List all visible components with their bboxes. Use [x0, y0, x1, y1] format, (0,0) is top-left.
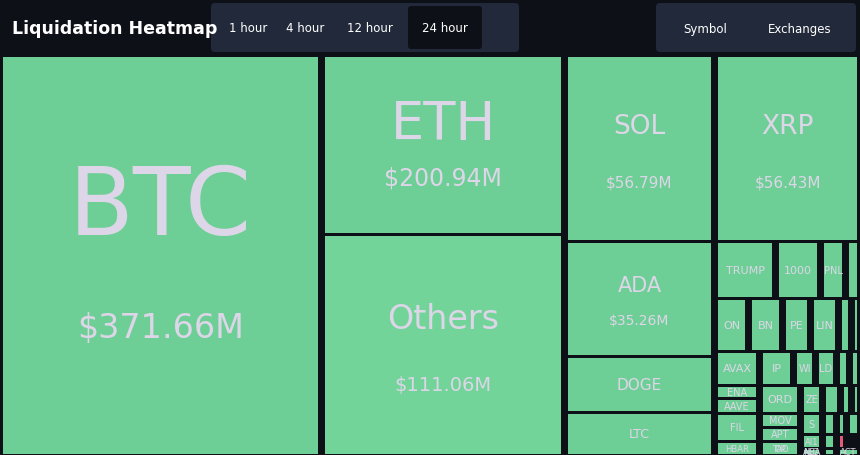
Text: SOL: SOL: [613, 114, 666, 140]
Bar: [717, 301, 746, 350]
Bar: [763, 429, 797, 440]
Text: HBAR: HBAR: [725, 444, 749, 453]
Bar: [324, 58, 562, 233]
Bar: [849, 244, 857, 297]
Bar: [850, 415, 857, 433]
Text: BN: BN: [758, 320, 773, 330]
Bar: [826, 415, 833, 433]
Text: $35.26M: $35.26M: [610, 313, 670, 327]
Bar: [717, 354, 757, 384]
Bar: [819, 354, 833, 384]
Bar: [717, 400, 757, 412]
Bar: [839, 415, 844, 433]
Text: FIL: FIL: [730, 423, 744, 433]
Text: Exchanges: Exchanges: [768, 22, 832, 35]
Bar: [803, 450, 820, 454]
Text: 24 hour: 24 hour: [422, 22, 468, 35]
Bar: [763, 415, 797, 426]
Bar: [763, 443, 797, 454]
Bar: [752, 301, 779, 350]
Bar: [763, 443, 797, 454]
Text: AAVE: AAVE: [724, 401, 750, 411]
Text: $200.94M: $200.94M: [384, 166, 502, 190]
Text: LTC: LTC: [629, 428, 650, 440]
Bar: [3, 58, 318, 454]
Bar: [717, 415, 757, 440]
Bar: [324, 237, 562, 454]
Text: 4 hour: 4 hour: [286, 22, 324, 35]
Text: DOGE: DOGE: [617, 377, 662, 392]
Text: PNL: PNL: [824, 265, 843, 275]
Text: 1 hour: 1 hour: [229, 22, 267, 35]
Bar: [855, 387, 857, 412]
Bar: [803, 387, 820, 412]
Bar: [803, 450, 820, 454]
Bar: [839, 354, 846, 384]
Bar: [763, 354, 790, 384]
Bar: [839, 450, 857, 454]
Bar: [826, 387, 838, 412]
Bar: [826, 436, 833, 447]
FancyBboxPatch shape: [211, 4, 519, 53]
Text: $56.79M: $56.79M: [606, 175, 673, 190]
Text: Symbol: Symbol: [683, 22, 727, 35]
Text: ALC: ALC: [803, 448, 820, 455]
Bar: [844, 387, 849, 412]
Bar: [717, 387, 757, 397]
Text: ACT: ACT: [840, 448, 857, 455]
Bar: [717, 244, 772, 297]
Text: ZE: ZE: [805, 394, 818, 404]
Text: ORD: ORD: [767, 394, 793, 404]
Text: PE: PE: [789, 320, 803, 330]
Text: Others: Others: [387, 303, 499, 335]
Text: MOV: MOV: [769, 415, 791, 425]
Bar: [824, 244, 843, 297]
Text: ADA: ADA: [617, 276, 661, 296]
Bar: [568, 359, 711, 411]
Bar: [852, 354, 857, 384]
FancyBboxPatch shape: [408, 7, 482, 50]
Bar: [717, 443, 757, 454]
Bar: [855, 301, 857, 350]
Bar: [803, 436, 820, 447]
Text: Liquidation Heatmap: Liquidation Heatmap: [12, 20, 218, 38]
Bar: [842, 301, 849, 350]
Bar: [717, 58, 857, 240]
Bar: [785, 301, 808, 350]
Bar: [826, 450, 833, 454]
Text: AVAX: AVAX: [722, 364, 752, 374]
Bar: [763, 387, 797, 412]
Text: ENA: ENA: [727, 387, 747, 397]
Text: WI: WI: [798, 364, 811, 374]
Text: IP: IP: [771, 364, 782, 374]
Text: LD: LD: [820, 364, 832, 374]
Text: ETH: ETH: [390, 98, 495, 150]
Text: $111.06M: $111.06M: [395, 375, 492, 394]
Bar: [568, 415, 711, 454]
Text: NEA: NEA: [803, 448, 820, 455]
Text: $371.66M: $371.66M: [77, 311, 244, 344]
Text: AI1: AI1: [805, 437, 818, 446]
Text: $56.43M: $56.43M: [754, 175, 820, 190]
Text: APT: APT: [771, 430, 789, 440]
FancyBboxPatch shape: [656, 4, 856, 53]
Text: XRP: XRP: [761, 114, 814, 140]
Bar: [568, 58, 711, 240]
Bar: [778, 244, 817, 297]
Text: LIN: LIN: [815, 320, 833, 330]
Text: TAO: TAO: [771, 444, 789, 453]
Text: 1000: 1000: [784, 265, 812, 275]
Bar: [568, 244, 711, 355]
Bar: [796, 354, 813, 384]
Text: OP: OP: [774, 444, 786, 453]
Text: 12 hour: 12 hour: [347, 22, 393, 35]
Bar: [814, 301, 835, 350]
Text: BTC: BTC: [69, 162, 252, 254]
Text: TRUMP: TRUMP: [726, 265, 765, 275]
Bar: [803, 415, 820, 433]
Text: S: S: [808, 419, 814, 429]
Text: ON: ON: [723, 320, 740, 330]
Bar: [849, 244, 857, 297]
Bar: [839, 436, 844, 447]
